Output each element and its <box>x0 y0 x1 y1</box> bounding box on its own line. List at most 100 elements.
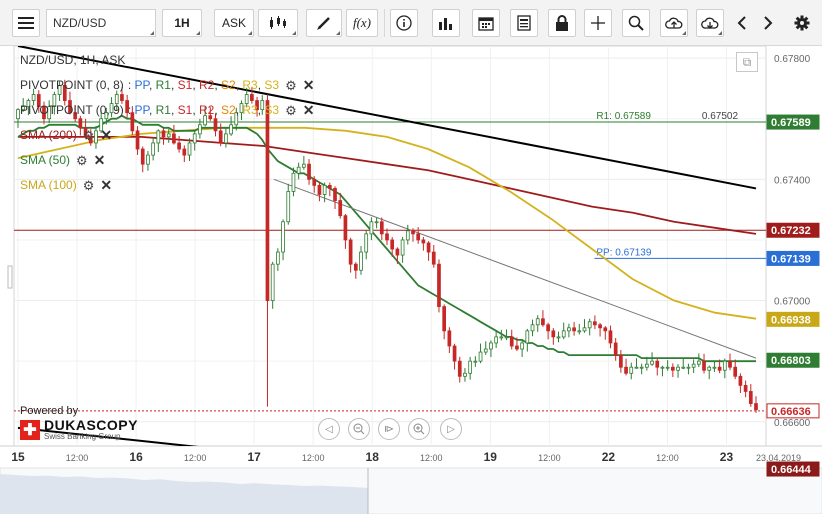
price-tag-label: 0.66803 <box>771 355 811 367</box>
close-icon[interactable]: ✕ <box>302 77 315 93</box>
candle-body <box>421 239 426 244</box>
toolbar-separator <box>384 9 385 37</box>
price-tag <box>766 403 820 419</box>
gear-icon[interactable]: ⚙ <box>76 153 88 168</box>
trendline <box>17 426 199 446</box>
pivot-label-s1: S1 <box>177 78 193 92</box>
candle-body <box>177 142 181 150</box>
dropdown-caret-icon <box>718 31 722 35</box>
zoom-in-button[interactable] <box>408 418 430 440</box>
candle-body <box>634 366 639 369</box>
price-chart[interactable]: 0.67800 0.67400 0.67000 0.66600 15 12:00 16 12:… <box>0 45 822 515</box>
candle-body <box>94 130 98 144</box>
candle-body <box>437 263 441 308</box>
settings-button[interactable] <box>788 9 816 37</box>
brand-subtitle: Swiss Banking Group <box>44 432 121 441</box>
popout-icon: ⧉ <box>742 54 752 69</box>
gear-icon[interactable]: ⚙ <box>82 178 95 193</box>
scroll-left-button[interactable] <box>728 9 756 37</box>
indicators-button[interactable]: f(x) <box>346 9 378 37</box>
popout-button[interactable]: ⧉ <box>736 52 758 72</box>
candle-body <box>722 360 727 371</box>
candle-body <box>509 336 514 347</box>
dropdown-caret-icon <box>150 31 154 35</box>
chart-title: NZD/USD, 1H, ASK <box>20 53 126 67</box>
lock-button[interactable] <box>548 9 576 37</box>
candle-body <box>161 130 166 138</box>
candle-body <box>525 330 530 344</box>
zoom-out-button[interactable] <box>348 418 370 440</box>
candle-body <box>296 166 301 174</box>
info-button[interactable] <box>390 9 418 37</box>
candle-body <box>343 215 348 241</box>
candle-body <box>68 100 72 114</box>
side-button[interactable]: ASK <box>214 9 254 37</box>
price-tag <box>766 461 820 477</box>
dropdown-caret-icon <box>682 31 686 35</box>
x-tick-label: 12:00 <box>302 453 325 463</box>
candle-body <box>172 133 176 144</box>
chevron-right-icon <box>764 16 773 30</box>
dropdown-caret-icon <box>196 31 200 35</box>
pivot-label-pp: PP <box>134 103 149 117</box>
draw-button[interactable] <box>306 9 342 37</box>
candle-body <box>468 360 473 374</box>
candles-icon <box>270 16 286 29</box>
timeframe-button[interactable]: 1H <box>162 9 202 37</box>
x-tick-label: 16 <box>129 450 143 464</box>
trendline <box>17 46 757 190</box>
candle-body <box>748 391 753 404</box>
timeframe-label: 1H <box>174 16 190 30</box>
crosshair-icon <box>591 16 605 30</box>
candle-body <box>504 336 509 339</box>
menu-button[interactable] <box>12 9 40 37</box>
scroll-right-button[interactable] <box>754 9 782 37</box>
x-tick-label: 12:00 <box>420 453 443 463</box>
gear-icon[interactable]: ⚙ <box>82 128 95 143</box>
reset-view-button[interactable]: ⧐ <box>378 418 400 440</box>
pan-right-button[interactable]: ▷ <box>440 418 462 440</box>
symbol-select[interactable]: NZD/USD <box>46 9 156 37</box>
candle-body <box>281 221 285 253</box>
legend-label: PIVOTPOINT (0, 8) <box>20 78 124 92</box>
x-tick-label: 12:00 <box>538 453 561 463</box>
candle-body <box>125 100 129 114</box>
x-tick-label: 19 <box>484 450 498 464</box>
close-icon[interactable]: ✕ <box>100 127 113 143</box>
upload-button[interactable] <box>660 9 688 37</box>
sma-100-line <box>17 126 757 320</box>
bar-chart-icon <box>439 18 452 30</box>
candle-body <box>130 112 135 132</box>
close-icon[interactable]: ✕ <box>302 102 315 118</box>
crosshair-button[interactable] <box>584 9 612 37</box>
chart-area[interactable]: 0.67800 0.67400 0.67000 0.66600 15 12:00 16 12:… <box>0 45 822 515</box>
candle-body <box>239 103 244 114</box>
candle-body <box>31 94 36 101</box>
download-button[interactable] <box>696 9 724 37</box>
left-drag-handle <box>7 265 13 289</box>
volume-button[interactable] <box>432 9 460 37</box>
dropdown-caret-icon <box>248 31 252 35</box>
gear-icon[interactable]: ⚙ <box>285 78 297 93</box>
gear-icon[interactable]: ⚙ <box>285 103 297 118</box>
candle-body <box>364 233 369 253</box>
candle-body <box>291 172 296 192</box>
candle-body <box>411 230 415 235</box>
candle-body <box>598 324 602 329</box>
news-button[interactable] <box>510 9 538 37</box>
chart-type-button[interactable] <box>258 9 298 37</box>
close-icon[interactable]: ✕ <box>100 177 113 193</box>
candle-body <box>385 233 389 241</box>
candle-body <box>541 318 545 326</box>
pan-left-button[interactable]: ◁ <box>318 418 340 440</box>
candle-body <box>234 112 239 126</box>
zoom-button[interactable] <box>622 9 650 37</box>
candle-body <box>754 403 758 411</box>
calendar-icon <box>478 17 494 31</box>
cloud-download-icon <box>701 17 719 29</box>
candle-body <box>535 318 540 326</box>
candle-body <box>374 221 379 224</box>
calendar-button[interactable] <box>472 9 500 37</box>
close-icon[interactable]: ✕ <box>93 152 106 168</box>
menu-icon <box>18 17 34 29</box>
